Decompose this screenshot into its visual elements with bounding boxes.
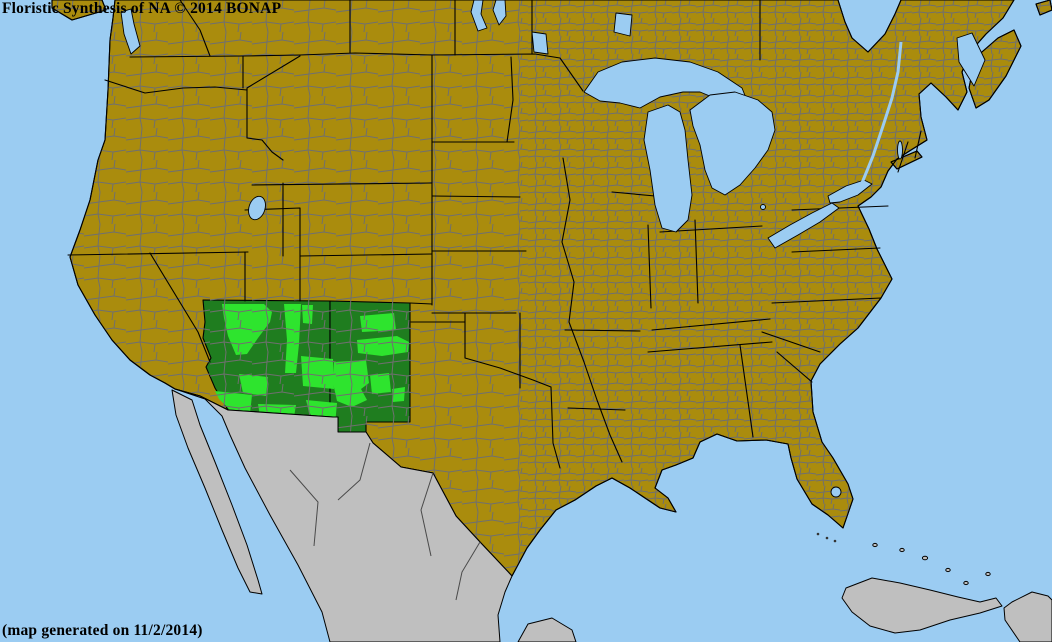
lake-huron: [689, 91, 776, 196]
yucatan-edge: [517, 617, 577, 642]
lake-michigan: [643, 104, 693, 233]
mexico-mainland: [174, 388, 513, 642]
map-title: Floristic Synthesis of NA © 2014 BONAP: [2, 0, 282, 17]
map-generated-note: (map generated on 11/2/2014): [2, 622, 203, 639]
lakes: [120, 0, 986, 498]
mississippi-river-line: [561, 157, 623, 463]
mexico-state-lines: [289, 442, 481, 601]
cuba: [841, 577, 1003, 634]
lake-winnipeg: [470, 0, 488, 32]
state-boundaries: [67, 0, 922, 469]
lake-of-the-woods: [531, 31, 549, 55]
lake-ontario: [827, 179, 873, 204]
lake-st-clair: [760, 204, 766, 210]
lake-manitoba: [492, 0, 507, 26]
puget-sound: [120, 8, 141, 55]
lake-champlain: [897, 140, 903, 160]
us-canada-border: [129, 52, 584, 92]
outside-synthesis-areas: [171, 388, 1052, 642]
lake-erie: [767, 202, 840, 249]
bahamas-islands: [872, 542, 991, 586]
lake-nipigon: [613, 12, 633, 37]
bay-of-fundy: [956, 32, 986, 87]
baja-california: [171, 389, 263, 595]
st-lawrence-river: [860, 41, 903, 184]
lake-okeechobee: [830, 486, 842, 498]
hispaniola: [1003, 591, 1052, 642]
great-salt-lake: [248, 195, 266, 221]
florida-keys: [816, 532, 837, 543]
